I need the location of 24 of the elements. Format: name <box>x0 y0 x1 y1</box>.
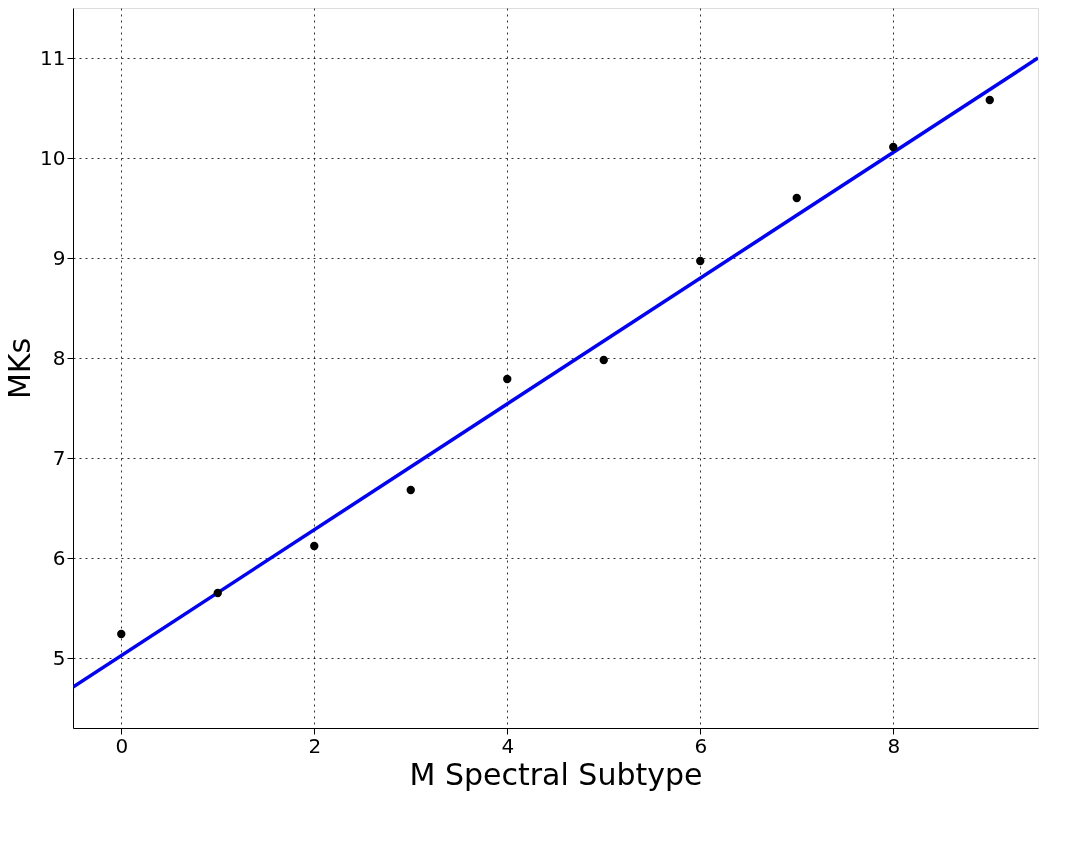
point <box>599 355 608 365</box>
point <box>985 95 994 105</box>
y-tick-label: 5 <box>52 645 66 670</box>
y-tick-label: 8 <box>52 345 66 370</box>
point <box>213 588 222 598</box>
x-axis-title: M Spectral Subtype <box>409 756 703 792</box>
y-tick-label: 6 <box>52 545 66 570</box>
y-tick-label: 11 <box>40 45 66 70</box>
y-tick-label: 7 <box>52 445 66 470</box>
point <box>696 256 705 266</box>
y-axis-title: MKs <box>2 337 38 400</box>
point <box>792 193 801 203</box>
x-tick-label: 0 <box>115 733 129 758</box>
x-tick-label: 2 <box>308 733 322 758</box>
y-tick-label: 9 <box>52 245 66 270</box>
x-tick-label: 6 <box>694 733 708 758</box>
point <box>310 541 319 551</box>
x-tick-label: 8 <box>887 733 901 758</box>
point <box>406 485 415 495</box>
point <box>889 142 898 152</box>
x-tick-label: 4 <box>501 733 515 758</box>
y-tick-label: 10 <box>40 145 66 170</box>
point <box>117 629 126 639</box>
point <box>503 374 512 384</box>
